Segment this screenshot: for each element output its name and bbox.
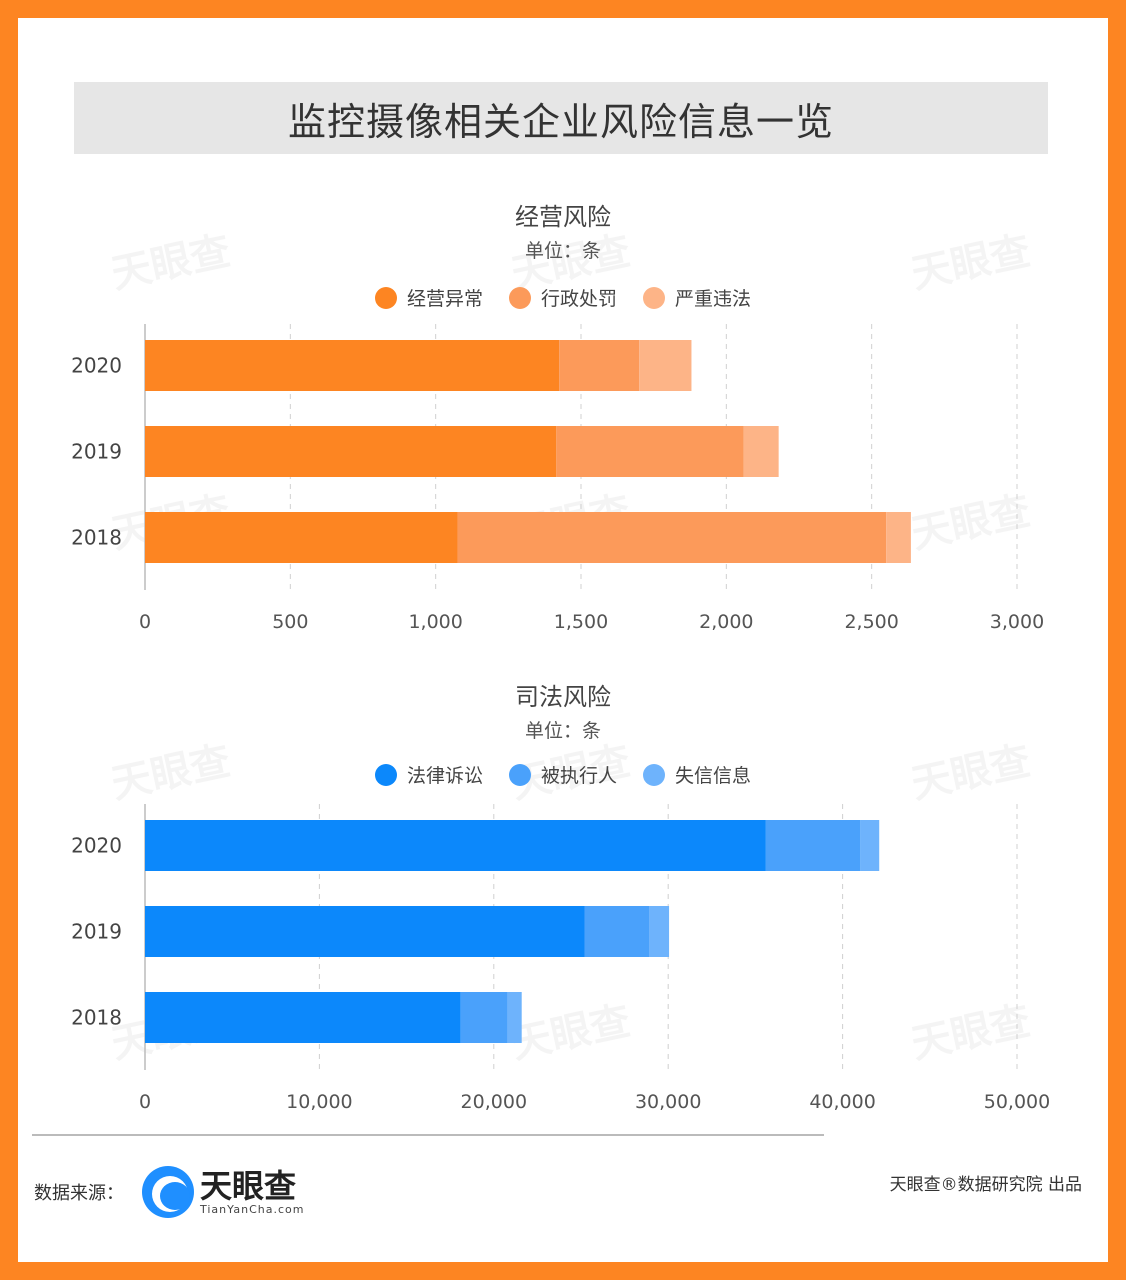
- legend-label: 法律诉讼: [406, 765, 483, 787]
- x-tick-label: 2,000: [699, 611, 753, 633]
- category-label: 2020: [71, 354, 122, 378]
- legend-item-abnormal: 经营异常: [374, 284, 483, 311]
- brand-url: TianYanCha.com: [200, 1202, 305, 1216]
- x-tick-label: 3,000: [990, 611, 1044, 633]
- brand-name: 天眼查: [200, 1166, 297, 1205]
- footer-credit: 天眼查®数据研究院 出品: [889, 1175, 1082, 1195]
- footer-source: 数据来源： 天眼查 TianYanCha.com: [34, 1166, 304, 1218]
- legend-label: 行政处罚: [540, 288, 617, 310]
- x-tick-label: 0: [139, 1091, 151, 1113]
- footer-divider: [32, 1134, 824, 1136]
- legend-dot: [508, 286, 531, 309]
- legend-label: 失信信息: [675, 765, 752, 787]
- legend-item-serious-violation: 严重违法: [643, 284, 751, 311]
- bar-segment: [584, 906, 650, 957]
- bar-segment: [145, 512, 458, 563]
- legend-item-litigation: 法律诉讼: [374, 761, 483, 788]
- bar-segment: [145, 820, 766, 871]
- x-tick-label: 1,000: [408, 611, 462, 633]
- bar-segment: [145, 340, 560, 391]
- x-tick-label: 500: [272, 611, 308, 633]
- bar-segment: [886, 512, 911, 563]
- legend-dot: [643, 763, 665, 786]
- legend-dot: [374, 763, 397, 786]
- bar-segment: [507, 992, 522, 1043]
- bar-segment: [860, 820, 880, 871]
- chart-unit-judicial: 单位：条: [524, 720, 601, 742]
- source-label: 数据来源：: [34, 1183, 124, 1204]
- bar-segment: [145, 992, 461, 1043]
- x-tick-label: 10,000: [286, 1091, 352, 1113]
- x-tick-label: 50,000: [984, 1091, 1050, 1113]
- bar-segment: [649, 906, 670, 957]
- bar-segment: [765, 820, 861, 871]
- page-title: 监控摄像相关企业风险信息一览: [287, 99, 834, 144]
- chart-title-operational: 经营风险: [515, 203, 611, 231]
- chart-unit-operational: 单位：条: [524, 240, 601, 262]
- bar-segment: [639, 340, 692, 391]
- bar-segment: [743, 426, 779, 477]
- category-label: 2018: [71, 1006, 122, 1030]
- category-label: 2019: [71, 440, 122, 464]
- brand-logo-block: 天眼查 TianYanCha.com: [142, 1166, 304, 1218]
- legend-judicial: 法律诉讼 被执行人 失信信息: [0, 761, 1126, 788]
- x-tick-label: 1,500: [554, 611, 608, 633]
- legend-item-dishonest-info: 失信信息: [643, 761, 751, 788]
- x-tick-label: 2,500: [844, 611, 898, 633]
- chart-title-judicial: 司法风险: [515, 683, 611, 711]
- tianyancha-logo-icon: [142, 1166, 194, 1218]
- bar-segment: [457, 512, 887, 563]
- x-tick-label: 30,000: [635, 1091, 701, 1113]
- x-tick-label: 0: [139, 611, 151, 633]
- bar-chart-judicial-risk: 2020 2019 2018 0 10,000 20,000 30,000 40,000 50,…: [71, 804, 1050, 1113]
- legend-dot: [508, 763, 531, 786]
- bar-segment: [145, 426, 557, 477]
- bar-segment: [559, 340, 640, 391]
- legend-label: 经营异常: [406, 288, 483, 310]
- bar-segment: [556, 426, 744, 477]
- legend-item-executed-person: 被执行人: [508, 761, 617, 788]
- x-tick-label: 20,000: [461, 1091, 527, 1113]
- category-label: 2018: [71, 526, 122, 550]
- category-label: 2019: [71, 920, 122, 944]
- bar-chart-operational-risk: 2020 2019 2018 0 500 1,000 1,500 2,000 2,500 3,00…: [71, 324, 1044, 633]
- category-label: 2020: [71, 834, 122, 858]
- legend-dot: [374, 286, 397, 309]
- legend-label: 严重违法: [675, 288, 752, 310]
- legend-operational: 经营异常 行政处罚 严重违法: [0, 284, 1126, 311]
- bar-segment: [460, 992, 508, 1043]
- legend-item-penalty: 行政处罚: [508, 284, 617, 311]
- legend-dot: [643, 286, 665, 309]
- bar-segment: [145, 906, 585, 957]
- title-banner: 监控摄像相关企业风险信息一览: [74, 82, 1048, 154]
- legend-label: 被执行人: [540, 765, 617, 787]
- x-tick-label: 40,000: [809, 1091, 875, 1113]
